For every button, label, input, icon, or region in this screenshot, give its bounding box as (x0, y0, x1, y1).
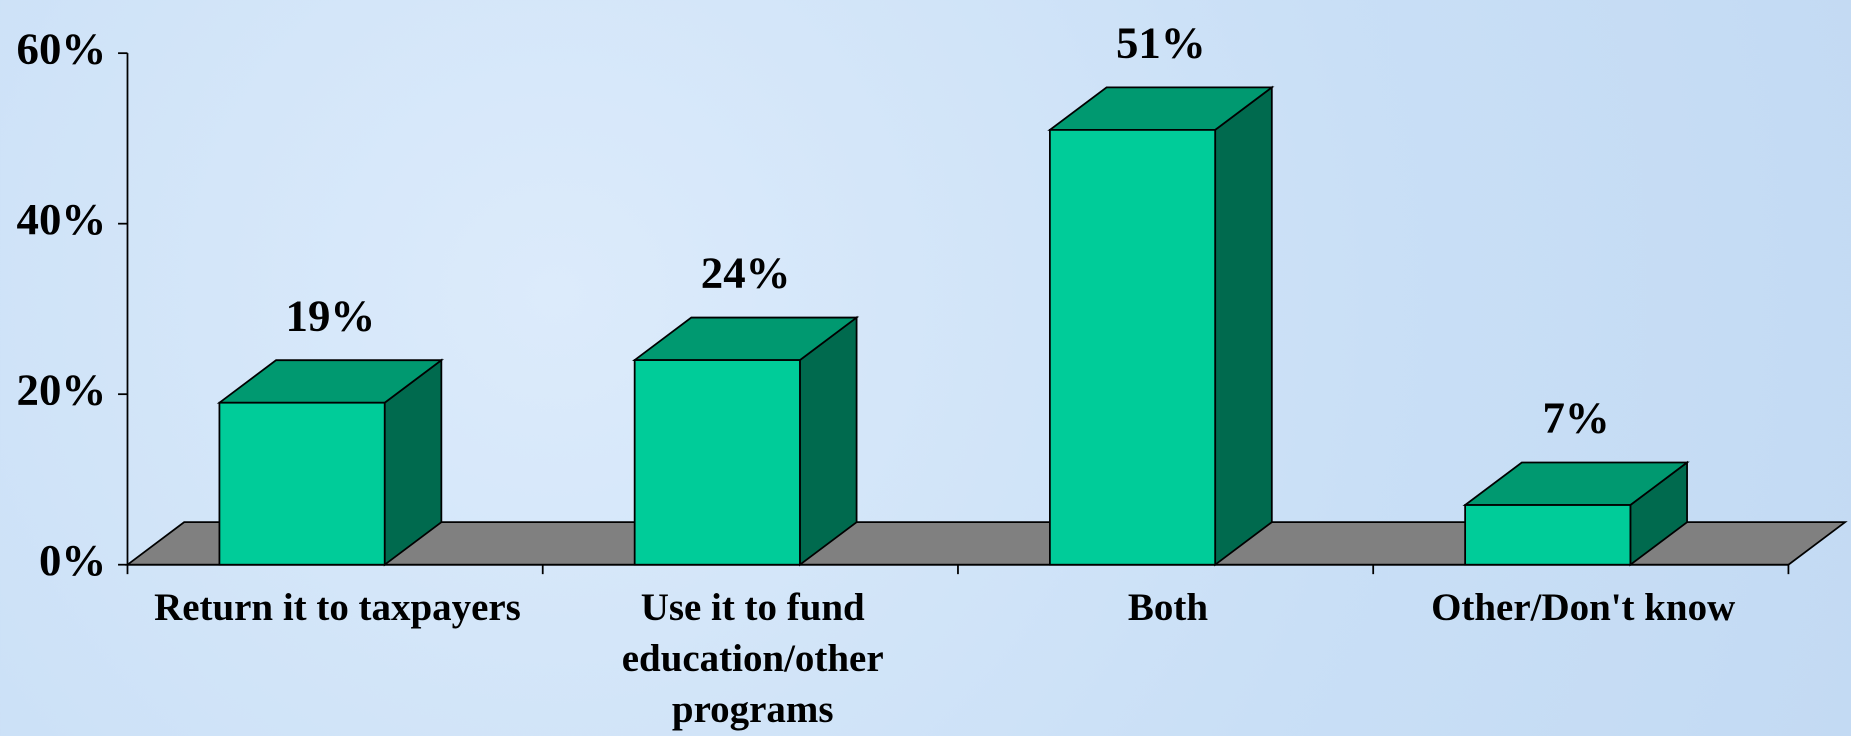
bar-side (1214, 85, 1273, 567)
bar (633, 359, 801, 566)
x-tick-label-box: Return it to taxpayers (154, 587, 521, 630)
bar (1049, 129, 1217, 566)
x-tick-label: Other/Don't know (1431, 587, 1736, 630)
y-tick-label: 20% (17, 364, 107, 414)
bar (1464, 504, 1632, 566)
x-tick-label: Both (1127, 587, 1208, 630)
x-tick-label-box: Other/Don't know (1431, 587, 1736, 630)
x-tick-label-box: Use it to fund education/other programs (621, 587, 884, 732)
data-label: 51% (1116, 17, 1206, 67)
data-label: 19% (286, 290, 376, 340)
x-tick-label: Return it to taxpayers (154, 587, 521, 630)
bar (218, 401, 386, 566)
data-label: 7% (1542, 393, 1609, 443)
y-tick-label: 40% (17, 194, 107, 244)
x-tick-label: Use it to fund education/other programs (621, 587, 884, 732)
y-tick-label: 60% (17, 23, 107, 73)
data-label: 24% (701, 248, 791, 298)
x-tick-label-box: Both (1127, 587, 1208, 630)
y-tick-label: 0% (39, 535, 106, 585)
